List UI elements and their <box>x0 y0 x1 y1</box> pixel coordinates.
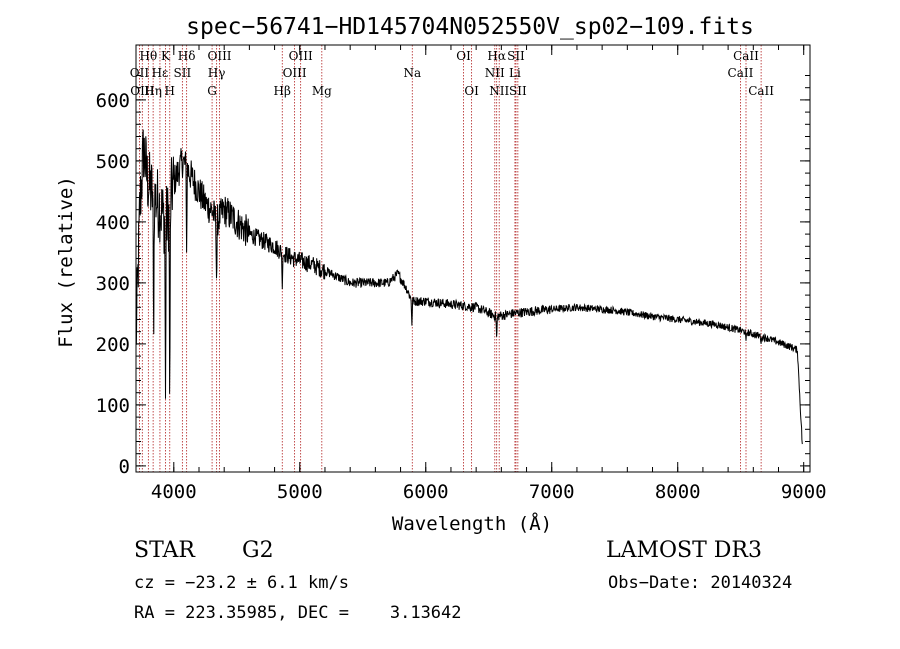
obs-date: Obs−Date: 20140324 <box>608 573 793 593</box>
spectrum-line <box>135 129 803 445</box>
y-tick-label: 600 <box>96 90 130 112</box>
spectral-line-label: Hθ <box>139 49 157 63</box>
x-tick-label: 5000 <box>277 481 323 503</box>
x-tick-label: 7000 <box>529 481 575 503</box>
y-axis: 0 100 200 300 400 500 600 <box>96 75 810 478</box>
spectral-line-markers <box>139 45 762 472</box>
redshift-text: cz = −23.2 ± 6.1 km/s <box>134 573 349 593</box>
y-tick-label: 300 <box>96 273 130 295</box>
spectral-line-label: OII <box>130 66 150 80</box>
x-tick-label: 9000 <box>781 481 827 503</box>
spectral-line-label: Li <box>509 66 521 80</box>
spectral-line-label: OI <box>464 84 479 98</box>
spectral-line-label: Mg <box>312 84 332 98</box>
spectral-line-label: Hβ <box>274 84 291 98</box>
spectral-line-label: Na <box>403 66 421 80</box>
spectral-line-label: OIII <box>207 49 231 63</box>
spectral-line-label: SII <box>507 49 525 63</box>
x-tick-label: 8000 <box>655 481 701 503</box>
y-tick-label: 200 <box>96 334 130 356</box>
spectral-line-label: NII <box>489 84 509 98</box>
x-axis-label: Wavelength (Å) <box>392 512 552 535</box>
y-tick-label: 400 <box>96 212 130 234</box>
x-tick-label: 6000 <box>403 481 449 503</box>
spectral-line-label: OI <box>456 49 471 63</box>
coordinates: RA = 223.35985, DEC = 3.13642 <box>134 603 462 623</box>
object-class: STAR <box>134 538 195 563</box>
spectral-line-label: NII <box>485 66 505 80</box>
spectral-line-label: Hε <box>152 66 169 80</box>
y-tick-label: 0 <box>119 456 130 478</box>
spectral-line-label: CaII <box>748 84 774 98</box>
spectral-line-label: OIII <box>289 49 313 63</box>
object-subclass: G2 <box>242 538 274 563</box>
y-axis-label: Flux (relative) <box>55 176 77 348</box>
spectral-line-label: Hδ <box>178 49 196 63</box>
spectral-line-label: Hγ <box>208 66 226 80</box>
spectral-line-label: OIII <box>283 66 307 80</box>
spectral-line-label: Hα <box>487 49 506 63</box>
survey-name: LAMOST DR3 <box>606 538 762 563</box>
plot-frame <box>135 44 811 473</box>
spectral-line-label: SII <box>509 84 527 98</box>
y-tick-label: 500 <box>96 151 130 173</box>
x-tick-label: 4000 <box>151 481 197 503</box>
spectral-line-label: SII <box>174 66 192 80</box>
spectral-line-label: Hη <box>144 84 162 98</box>
spectral-line-label: CaII <box>733 49 759 63</box>
chart-title: spec−56741−HD145704N052550V_sp02−109.fit… <box>186 14 754 40</box>
y-tick-label: 100 <box>96 395 130 417</box>
spectral-line-label: G <box>207 84 217 98</box>
spectral-line-label: H <box>165 84 175 98</box>
x-axis: 4000 5000 6000 7000 8000 9000 <box>151 45 827 503</box>
spectral-line-label: K <box>161 49 171 63</box>
spectral-line-label: CaII <box>728 66 754 80</box>
